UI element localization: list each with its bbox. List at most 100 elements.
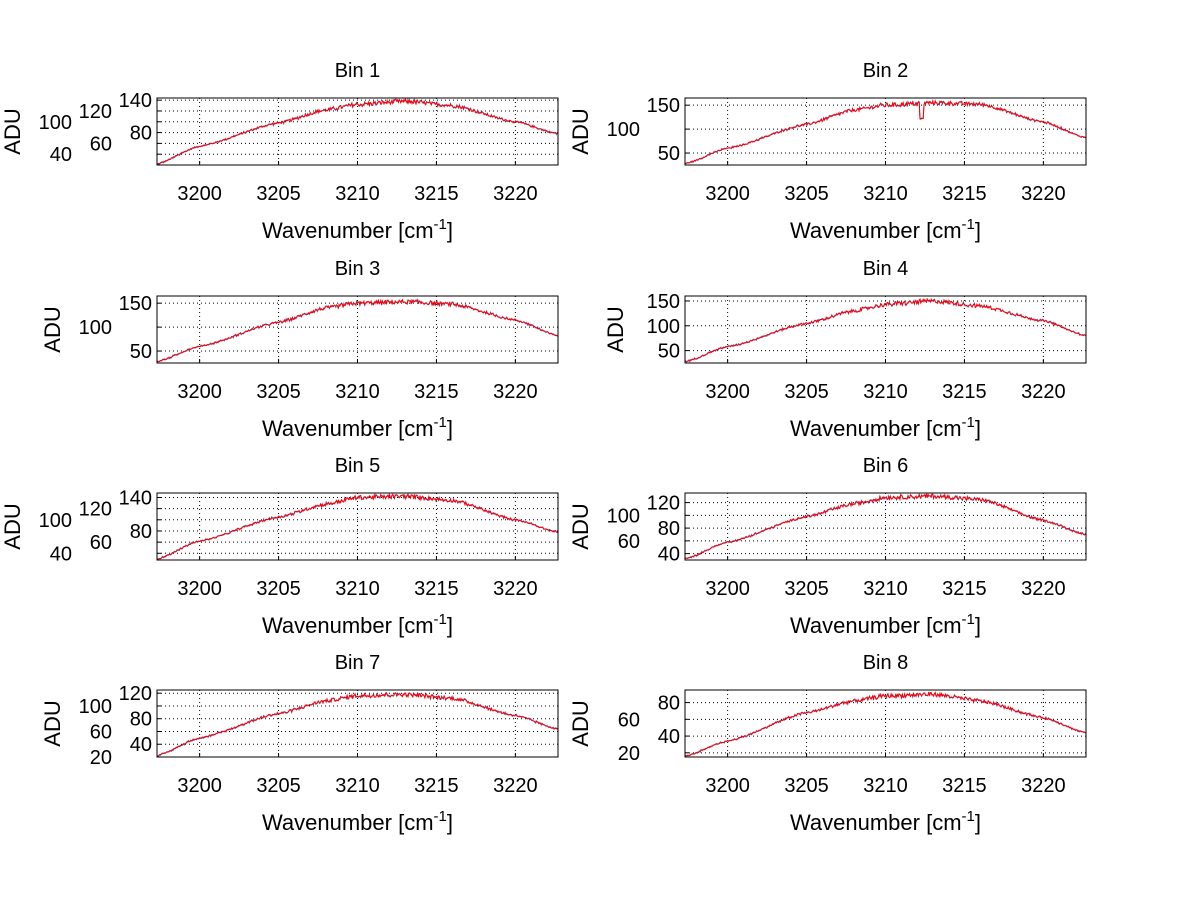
- y-axis-label: ADU: [568, 700, 593, 746]
- subplot-7: 3200 3205 3210 3215 3220 20 40 60 80 100 120 Bin 7 W…: [40, 652, 559, 835]
- x-tick-label: 3210: [335, 775, 380, 797]
- y-axis-label: ADU: [40, 306, 65, 352]
- y-tick-label: 100: [79, 696, 112, 718]
- x-axis-label: Wavenumber [cm-1]: [262, 216, 453, 243]
- x-tick-label: 3215: [414, 578, 459, 600]
- x-axis-label: Wavenumber [cm-1]: [262, 611, 453, 638]
- y-tick-label: 40: [658, 544, 680, 566]
- y-tick-label: 140: [119, 487, 152, 509]
- series-line: [156, 97, 559, 165]
- y-tick-label: 40: [50, 144, 72, 166]
- axes-box: [684, 97, 1087, 166]
- y-tick-label: 100: [39, 112, 72, 134]
- subplot-title: Bin 5: [335, 455, 381, 477]
- x-tick-label: 3220: [493, 775, 538, 797]
- series-line: [156, 691, 559, 757]
- x-tick-label: 3220: [1021, 775, 1066, 797]
- x-axis-label: Wavenumber [cm-1]: [262, 808, 453, 835]
- y-tick-label: 150: [119, 293, 152, 315]
- x-axis-label: Wavenumber [cm-1]: [790, 414, 981, 441]
- subplot-title: Bin 8: [863, 652, 909, 674]
- x-axis-label: Wavenumber [cm-1]: [790, 808, 981, 835]
- subplot-8: 3200 3205 3210 3215 3220 20 40 60 80 Bin 8 Wavenum…: [568, 652, 1087, 835]
- x-tick-label: 3220: [1021, 578, 1066, 600]
- x-tick-label: 3220: [493, 183, 538, 205]
- series-line: [685, 297, 1087, 363]
- subplot-title: Bin 6: [863, 455, 909, 477]
- x-tick-label: 3210: [863, 183, 908, 205]
- subplot-title: Bin 1: [335, 60, 381, 82]
- x-tick-label: 3215: [942, 381, 987, 403]
- subplot-title: Bin 2: [863, 60, 909, 82]
- y-tick-label: 50: [658, 341, 680, 363]
- axes-box: [156, 689, 559, 758]
- x-tick-label: 3205: [784, 578, 829, 600]
- x-tick-label: 3205: [784, 381, 829, 403]
- y-tick-label: 40: [130, 734, 152, 756]
- series-line: [684, 492, 1087, 560]
- series-line: [156, 298, 559, 363]
- plot-area: [157, 296, 558, 363]
- x-axis-label: Wavenumber [cm-1]: [790, 216, 981, 243]
- y-axis-label: ADU: [0, 503, 25, 549]
- subplot-2: 3200 3205 3210 3215 3220 50 100 150 Bin 2 Wavenum…: [568, 60, 1087, 243]
- y-tick-label: 100: [39, 510, 72, 532]
- subplot-5: 3200 3205 3210 3215 3220 40 60 80 100 120 140 Bin 5…: [0, 455, 559, 638]
- y-tick-label: 120: [79, 101, 112, 123]
- y-tick-label: 100: [607, 119, 640, 141]
- y-tick-label: 60: [90, 721, 112, 743]
- y-tick-label: 20: [90, 747, 112, 769]
- plot-area: [685, 493, 1086, 560]
- x-tick-label: 3200: [705, 381, 750, 403]
- x-tick-label: 3205: [256, 183, 301, 205]
- axes-box: [156, 295, 559, 364]
- subplot-1: 3200 3205 3210 3215 3220 40 60 80 100 120 140 Bin 1…: [0, 60, 559, 243]
- plot-area: [685, 98, 1086, 165]
- x-tick-label: 3215: [414, 183, 459, 205]
- y-axis-label: ADU: [568, 108, 593, 154]
- axes-box: [156, 97, 559, 166]
- y-tick-label: 50: [658, 143, 680, 165]
- subplot-3: 3200 3205 3210 3215 3220 50 100 150 Bin 3 Wavenum…: [40, 258, 559, 441]
- axes-box: [684, 689, 1087, 758]
- y-tick-label: 120: [79, 499, 112, 521]
- subplot-title: Bin 7: [335, 652, 381, 674]
- y-tick-label: 80: [130, 709, 152, 731]
- axes-box: [684, 492, 1087, 561]
- y-tick-label: 120: [647, 493, 680, 515]
- x-tick-label: 3210: [863, 381, 908, 403]
- x-tick-label: 3205: [256, 381, 301, 403]
- plot-area: [685, 296, 1086, 363]
- subplot-6: 3200 3205 3210 3215 3220 40 60 80 100 120 Bin 6 Wav…: [568, 455, 1087, 638]
- x-tick-label: 3205: [784, 775, 829, 797]
- x-tick-label: 3220: [493, 578, 538, 600]
- series-line: [684, 691, 1087, 757]
- x-tick-label: 3210: [863, 775, 908, 797]
- y-tick-label: 40: [50, 543, 72, 565]
- y-tick-label: 80: [658, 518, 680, 540]
- x-tick-label: 3205: [784, 183, 829, 205]
- y-axis-label: ADU: [40, 700, 65, 746]
- x-tick-label: 3220: [1021, 183, 1066, 205]
- y-tick-label: 100: [647, 316, 680, 338]
- y-tick-label: 80: [130, 521, 152, 543]
- plot-area: [685, 690, 1086, 757]
- x-tick-label: 3205: [256, 775, 301, 797]
- x-tick-label: 3215: [942, 775, 987, 797]
- subplot-title: Bin 4: [863, 258, 909, 280]
- x-tick-label: 3220: [493, 381, 538, 403]
- y-tick-label: 80: [658, 693, 680, 715]
- y-tick-label: 60: [618, 531, 640, 553]
- y-tick-label: 20: [618, 743, 640, 765]
- y-tick-label: 100: [607, 505, 640, 527]
- x-tick-label: 3215: [942, 183, 987, 205]
- y-tick-label: 150: [647, 291, 680, 313]
- series-line: [156, 492, 559, 560]
- x-axis-label: Wavenumber [cm-1]: [790, 611, 981, 638]
- x-tick-label: 3200: [705, 183, 750, 205]
- series-line: [684, 98, 1087, 165]
- axes-box: [156, 492, 559, 561]
- x-tick-label: 3200: [705, 775, 750, 797]
- y-tick-label: 80: [130, 123, 152, 145]
- y-tick-label: 50: [130, 341, 152, 363]
